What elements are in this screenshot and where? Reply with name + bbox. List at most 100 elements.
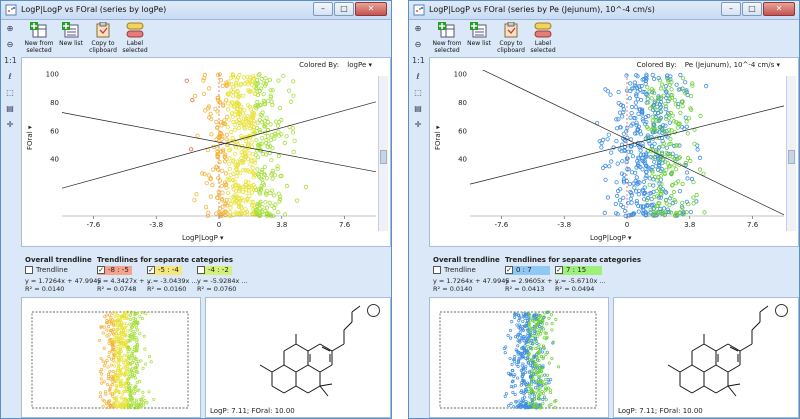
close-button[interactable]: ✕ (763, 2, 795, 16)
data-point (285, 183, 290, 189)
data-point (247, 78, 252, 83)
data-point (678, 110, 683, 115)
zoom-in-icon[interactable]: ⊕ (414, 24, 422, 33)
pan-icon[interactable]: ✛ (414, 120, 422, 129)
close-button[interactable]: ✕ (355, 2, 387, 16)
overview-point (543, 395, 547, 399)
maximize-button[interactable]: □ (742, 2, 762, 16)
rect-select-icon[interactable]: ⬚ (414, 88, 422, 97)
data-point (633, 100, 638, 105)
category-checkbox[interactable]: -4 : -2 (197, 266, 232, 275)
zoom-1to1-icon[interactable]: 1:1 (4, 56, 17, 65)
label-tool-icon[interactable]: ▤ (6, 104, 14, 113)
overview-point (517, 356, 521, 360)
bond (351, 305, 361, 313)
y-axis-label[interactable]: FOral ▾ (26, 125, 34, 150)
overview-chart[interactable] (434, 302, 606, 414)
lasso-icon[interactable]: ℓ (416, 72, 420, 81)
minimize-button[interactable]: – (313, 2, 333, 16)
scatter-plot-panel[interactable]: Colored By: Pe (Jejunum), 10^-4 cm/s ▾ F… (429, 57, 799, 247)
data-point (272, 131, 277, 137)
data-point (663, 104, 669, 109)
overview-point (538, 314, 543, 318)
overview-point (513, 355, 517, 359)
scrollbar-thumb[interactable] (380, 150, 387, 164)
scatter-plot-panel[interactable]: Colored By: logPe ▾ FOral ▾ -7.6 -3.8 0 3.8… (21, 57, 391, 247)
category-checkbox[interactable]: ✓ 7 : 15 (555, 266, 603, 275)
category-checkbox[interactable]: ✓ -8 : -5 (97, 266, 132, 275)
colored-by-control[interactable]: Colored By: Pe (Jejunum), 10^-4 cm/s ▾ (637, 61, 780, 69)
title-bar[interactable]: LogP|LogP vs FOral (series by logPe) – □… (1, 1, 391, 20)
category-checkbox[interactable]: ✓ 0 : 7 (505, 266, 550, 275)
overview-point (118, 340, 122, 344)
vertical-scrollbar[interactable] (786, 76, 796, 231)
zoom-out-icon[interactable]: ⊖ (6, 40, 14, 49)
overview-point (112, 332, 116, 336)
overview-point (110, 349, 114, 353)
label-selected-button[interactable]: Label selected (525, 22, 561, 54)
data-point (227, 161, 232, 166)
check-icon[interactable]: ✓ (555, 266, 563, 274)
radio-icon[interactable] (367, 304, 380, 317)
label-tool-icon[interactable]: ▤ (414, 104, 422, 113)
overview-chart[interactable] (26, 302, 198, 414)
check-icon[interactable]: ✓ (505, 266, 513, 274)
copy-to-clipboard-button[interactable]: Copy to clipboard (85, 22, 121, 54)
overview-point (107, 354, 111, 358)
colored-by-value[interactable]: Pe (Jejunum), 10^-4 cm/s (684, 61, 775, 69)
data-point (644, 77, 649, 82)
check-icon[interactable]: ✓ (147, 266, 155, 274)
overview-point (127, 339, 131, 343)
lasso-icon[interactable]: ℓ (8, 72, 12, 81)
new-list-button[interactable]: New list (461, 22, 497, 47)
x-axis-label[interactable]: LogP|LogP ▾ (590, 234, 632, 242)
pan-icon[interactable]: ✛ (6, 120, 14, 129)
viewport-rect (31, 311, 189, 409)
copy-to-clipboard-button[interactable]: Copy to clipboard (493, 22, 529, 54)
y-tick-label: 60 (458, 127, 467, 135)
zoom-1to1-icon[interactable]: 1:1 (412, 56, 425, 65)
overview-panel[interactable] (21, 297, 201, 418)
category-checkbox[interactable]: ✓ -5 : -4 (147, 266, 182, 275)
new-from-selected-button[interactable]: New from selected (21, 22, 57, 54)
y-axis-label[interactable]: FOral ▾ (434, 125, 442, 150)
scatter-chart[interactable]: -7.6 -3.8 0 3.8 7.6 40 60 80 100 (448, 70, 788, 230)
overview-point (105, 382, 110, 387)
data-point (232, 195, 237, 200)
scatter-chart[interactable]: -7.6 -3.8 0 3.8 7.6 40 60 80 100 (40, 70, 380, 230)
data-point (657, 181, 662, 186)
data-point (235, 89, 240, 94)
zoom-in-icon[interactable]: ⊕ (6, 24, 14, 33)
rect-select-icon[interactable]: ⬚ (6, 88, 14, 97)
data-point (680, 99, 685, 104)
checkbox-box[interactable] (25, 266, 33, 274)
data-point (222, 154, 228, 159)
scrollbar-thumb[interactable] (788, 150, 795, 164)
data-point (229, 129, 234, 135)
overview-point (130, 373, 134, 377)
overview-point (534, 386, 538, 390)
vertical-scrollbar[interactable] (378, 76, 388, 231)
x-axis-label[interactable]: LogP|LogP ▾ (182, 234, 224, 242)
overall-trendline-checkbox[interactable]: Trendline (25, 266, 68, 275)
new-list-button[interactable]: New list (53, 22, 89, 47)
new-from-selected-button[interactable]: New from selected (429, 22, 465, 54)
maximize-button[interactable]: □ (334, 2, 354, 16)
overview-point (540, 389, 544, 393)
title-bar[interactable]: LogP|LogP vs FOral (series by Pe (Jejunu… (409, 1, 799, 20)
colored-by-value[interactable]: logPe (347, 61, 367, 69)
label-selected-button[interactable]: Label selected (117, 22, 153, 54)
overview-point (115, 328, 119, 332)
check-icon[interactable]: ✓ (97, 266, 105, 274)
data-point (248, 135, 253, 140)
zoom-out-icon[interactable]: ⊖ (414, 40, 422, 49)
colored-by-control[interactable]: Colored By: logPe ▾ (299, 61, 372, 69)
minimize-button[interactable]: – (721, 2, 741, 16)
checkbox-box[interactable] (197, 266, 205, 274)
overall-trendline-checkbox[interactable]: Trendline (433, 266, 476, 275)
data-point (606, 132, 611, 137)
radio-icon[interactable] (775, 304, 788, 317)
new-table-icon (438, 22, 455, 38)
checkbox-box[interactable] (433, 266, 441, 274)
overview-panel[interactable] (429, 297, 609, 418)
